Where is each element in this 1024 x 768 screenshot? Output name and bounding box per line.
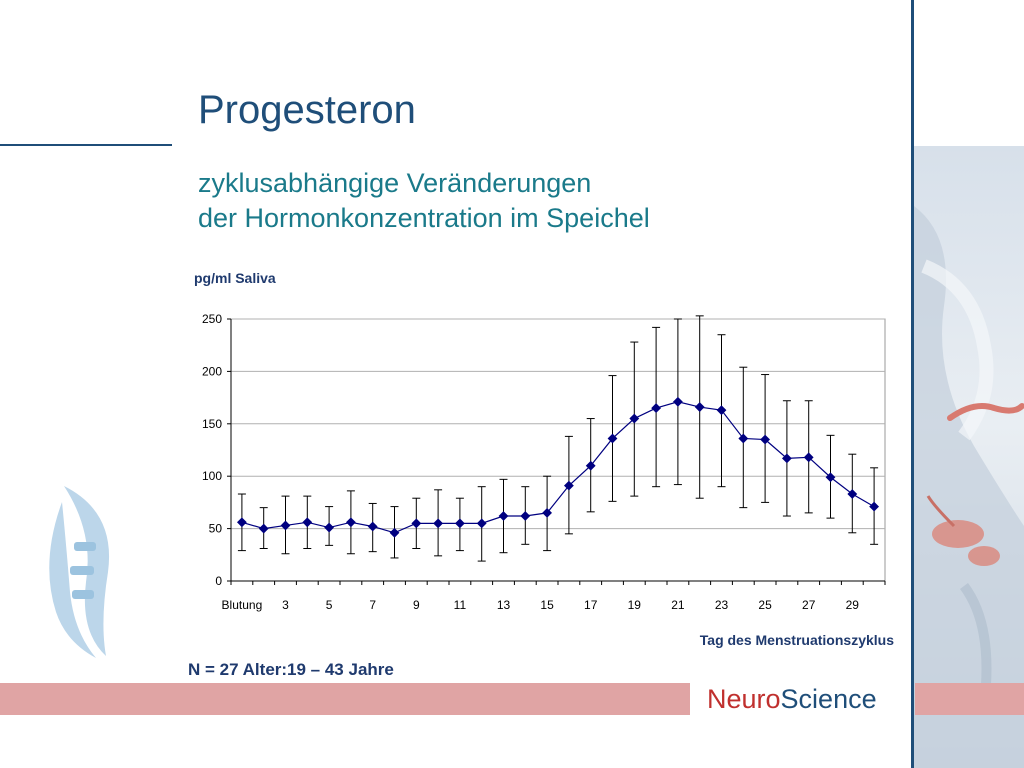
vertical-divider	[911, 0, 914, 768]
data-point	[345, 517, 356, 528]
data-point	[542, 507, 553, 518]
data-point	[847, 489, 858, 499]
x-axis-label: Tag des Menstruationszyklus	[699, 632, 894, 648]
data-point	[760, 434, 771, 445]
subtitle-line-2: der Hormonkonzentration im Speichel	[198, 203, 650, 233]
data-point	[324, 522, 335, 533]
data-point	[454, 518, 465, 529]
footer-band-left	[0, 683, 690, 715]
x-tick-label: 9	[413, 598, 420, 612]
plot-area	[230, 318, 886, 582]
data-point	[563, 480, 574, 491]
page-subtitle: zyklusabhängige Veränderungen der Hormon…	[198, 166, 650, 236]
y-tick-label: 250	[202, 312, 222, 326]
data-point	[716, 405, 727, 416]
brand-part-1: Neuro	[707, 684, 781, 714]
data-point	[520, 511, 531, 521]
data-point	[651, 403, 662, 413]
data-point	[498, 511, 509, 521]
data-point	[258, 523, 269, 534]
data-point	[280, 520, 291, 531]
data-point	[672, 396, 683, 407]
y-tick-label: 200	[202, 364, 222, 378]
data-point	[694, 402, 705, 412]
y-tick-label: 150	[202, 417, 222, 431]
x-tick-label: 5	[326, 598, 333, 612]
data-point	[803, 452, 814, 463]
footer-band-right	[915, 683, 1024, 715]
page-title: Progesteron	[198, 88, 416, 132]
subtitle-line-1: zyklusabhängige Veränderungen	[198, 168, 592, 198]
data-point	[411, 518, 422, 529]
x-tick-label: 3	[282, 598, 289, 612]
data-point	[433, 518, 444, 529]
brand-logo-text: NeuroScience	[707, 683, 877, 715]
x-tick-label: 25	[758, 598, 772, 612]
brand-part-2: Science	[780, 684, 877, 714]
x-tick-label: Blutung	[222, 598, 263, 612]
data-point	[585, 460, 596, 471]
data-point	[629, 413, 640, 424]
data-point	[389, 527, 400, 538]
top-left-rule	[0, 144, 172, 146]
data-point	[825, 472, 836, 483]
sample-info: N = 27 Alter:19 – 43 Jahre	[188, 660, 394, 679]
progesterone-chart: 0 50 100 150 200 250 Blutung 3 5 7 9 11 13 15 17 19 21 23…	[202, 312, 886, 612]
x-tick-label: 15	[540, 598, 554, 612]
x-tick-label: 29	[846, 598, 860, 612]
data-point	[607, 433, 618, 444]
y-axis-label: pg/ml Saliva	[194, 270, 276, 286]
y-tick-label: 0	[215, 574, 222, 588]
x-tick-label: 7	[369, 598, 376, 612]
y-tick-label: 100	[202, 469, 222, 483]
data-point	[781, 453, 792, 464]
data-point	[738, 433, 749, 444]
data-point	[476, 518, 487, 529]
x-tick-label: 27	[802, 598, 816, 612]
x-tick-label: 13	[497, 598, 511, 612]
y-tick-label: 50	[209, 522, 223, 536]
x-tick-label: 23	[715, 598, 729, 612]
data-point	[302, 517, 313, 528]
x-tick-label: 17	[584, 598, 598, 612]
x-tick-label: 11	[454, 598, 467, 612]
x-tick-label: 19	[628, 598, 642, 612]
decorative-anatomy-image	[914, 146, 1024, 768]
data-point	[869, 501, 880, 512]
data-point	[367, 521, 378, 532]
data-point	[236, 517, 247, 528]
dna-logo	[46, 482, 122, 660]
x-tick-label: 21	[671, 598, 685, 612]
